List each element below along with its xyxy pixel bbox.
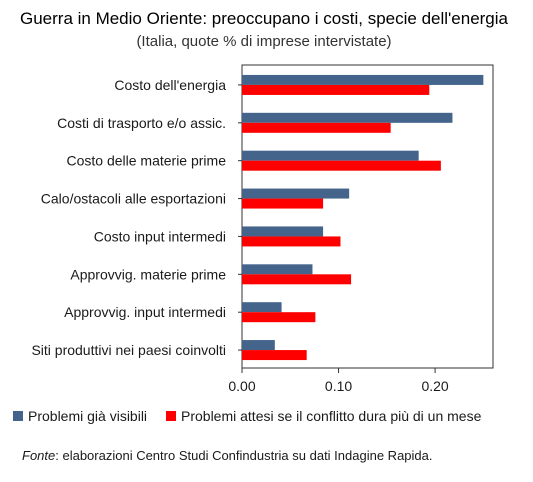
bar-visibili xyxy=(242,302,282,313)
category-label: Costi di trasporto e/o assic. xyxy=(57,115,226,131)
x-tick-label: 0.00 xyxy=(228,378,255,394)
category-label: Calo/ostacoli alle esportazioni xyxy=(41,191,226,207)
x-tick-label: 0.10 xyxy=(325,378,352,394)
legend-swatch-attesi xyxy=(166,411,176,421)
bar-attesi xyxy=(242,122,391,133)
category-label: Costo delle materie prime xyxy=(66,153,226,169)
bar-attesi xyxy=(242,236,341,247)
chart-subtitle: (Italia, quote % di imprese intervistate… xyxy=(136,33,391,50)
bar-visibili xyxy=(242,226,324,237)
plot-area: Costo dell'energia Costi di trasporto e/o… xyxy=(31,64,494,394)
category-label: Approvvig. input intermedi xyxy=(64,304,226,320)
legend-label-attesi: Problemi attesi se il conflitto dura più… xyxy=(181,408,482,424)
source-note: Fonte: elaborazioni Centro Studi Confind… xyxy=(22,448,433,463)
legend: Problemi già visibili Problemi attesi se… xyxy=(13,408,482,424)
category-label: Siti produttivi nei paesi coinvolti xyxy=(31,342,226,358)
source-text: : elaborazioni Centro Studi Confindustri… xyxy=(55,448,432,463)
plot-frame xyxy=(241,64,494,369)
bar-visibili xyxy=(242,112,453,123)
bar-attesi xyxy=(242,160,441,171)
x-tick-label: 0.20 xyxy=(421,378,448,394)
bar-attesi xyxy=(242,198,324,209)
chart-title: Guerra in Medio Oriente: preoccupano i c… xyxy=(20,9,509,28)
bar-attesi xyxy=(242,274,352,285)
bar-visibili xyxy=(242,74,484,85)
category-label: Approvvig. materie prime xyxy=(70,266,226,282)
bar-attesi xyxy=(242,84,430,95)
legend-swatch-visibili xyxy=(13,411,23,421)
bar-attesi xyxy=(242,312,316,323)
legend-label-visibili: Problemi già visibili xyxy=(28,408,147,424)
category-label: Costo input intermedi xyxy=(94,228,226,244)
bar-visibili xyxy=(242,150,419,161)
bar-visibili xyxy=(242,340,275,351)
category-label: Costo dell'energia xyxy=(114,77,226,93)
source-label: Fonte xyxy=(22,448,55,463)
bar-attesi xyxy=(242,350,307,361)
bar-visibili xyxy=(242,264,313,275)
bar-visibili xyxy=(242,188,350,199)
